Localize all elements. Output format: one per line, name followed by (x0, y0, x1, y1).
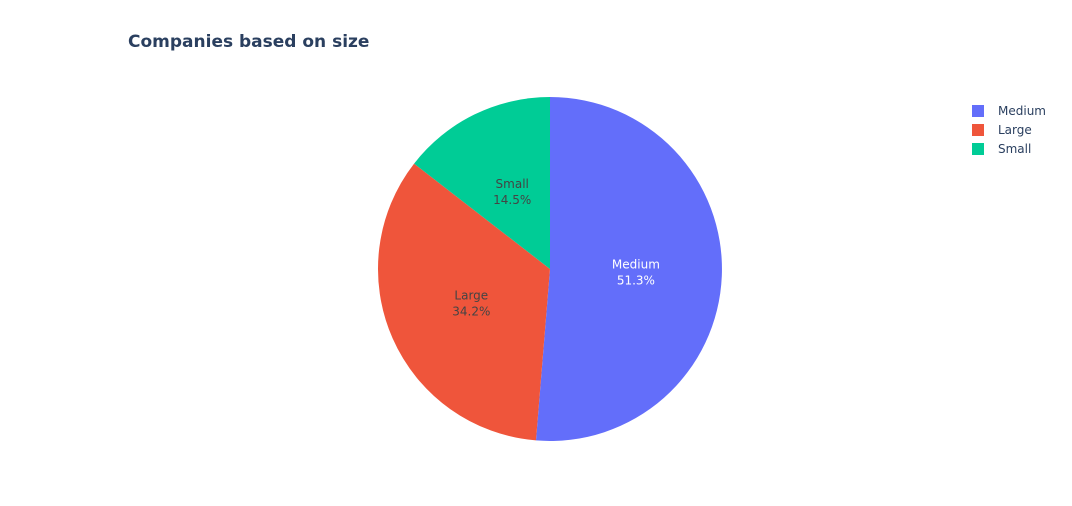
legend-label-medium[interactable]: Medium (998, 104, 1046, 118)
slice-label-name: Medium (612, 258, 660, 272)
slice-label-percent: 34.2% (452, 305, 490, 319)
pie-slice-small[interactable] (414, 97, 550, 269)
legend-swatch-medium[interactable] (972, 105, 984, 117)
legend-swatch-small[interactable] (972, 143, 984, 155)
legend: Medium Large Small (972, 104, 1046, 156)
pie-slices (377, 97, 722, 441)
pie-slice-large[interactable] (377, 163, 550, 441)
slice-label-name: Small (496, 177, 529, 191)
pie-slice-labels: Medium 51.3% Large 34.2% Small 14.5% (452, 177, 660, 319)
pie-slice-medium[interactable] (535, 97, 722, 441)
slice-label-percent: 14.5% (493, 193, 531, 207)
legend-label-small[interactable]: Small (998, 142, 1031, 156)
slice-label-name: Large (454, 289, 488, 303)
legend-label-large[interactable]: Large (998, 123, 1032, 137)
slice-label-percent: 51.3% (617, 274, 655, 288)
chart-title: Companies based on size (128, 32, 369, 52)
legend-swatch-large[interactable] (972, 124, 984, 136)
